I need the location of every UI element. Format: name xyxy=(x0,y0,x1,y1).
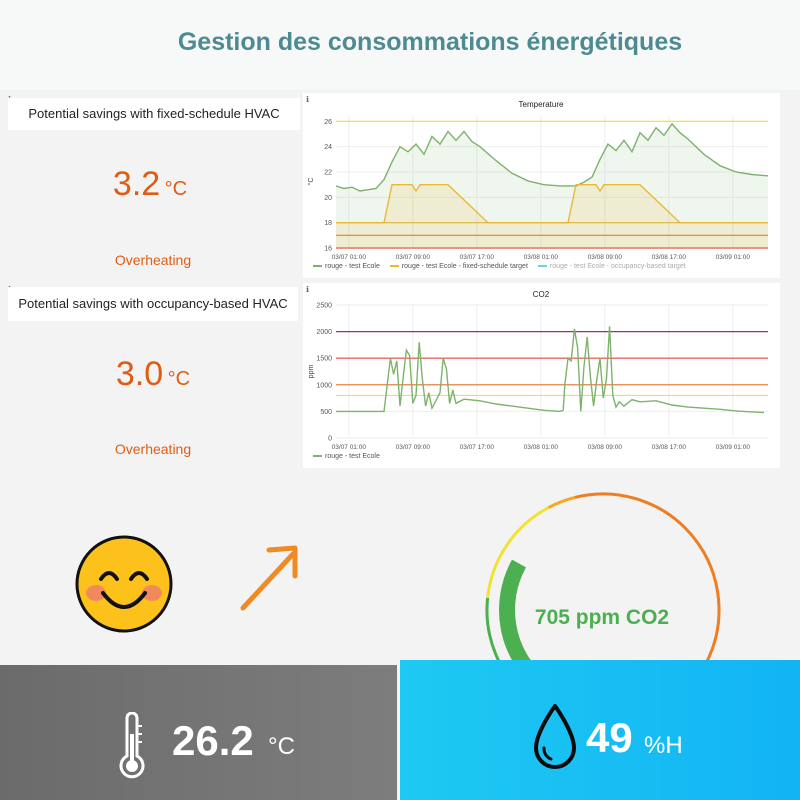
x-tick-label: 03/09 01:00 xyxy=(716,444,751,451)
arrow-up-right-icon xyxy=(240,545,298,611)
y-tick-label: 26 xyxy=(324,119,332,126)
co2-chart-panel: CO2 ppm 2500 2000 1500 1000 500 0 03/07 01:00 03/… xyxy=(303,283,780,468)
fixed-schedule-panel-title: Potential savings with fixed-schedule HV… xyxy=(8,98,300,130)
temperature-tile: 26.2 °C xyxy=(0,665,397,800)
chart-title: Temperature xyxy=(519,100,564,109)
x-tick-label: 03/09 01:00 xyxy=(716,254,751,261)
temperature-legend: rouge - test Ecole rouge - test Ecole - … xyxy=(313,263,694,270)
y-tick-label: 22 xyxy=(324,170,332,177)
x-tick-label: 03/08 17:00 xyxy=(652,254,687,261)
info-icon[interactable]: ℹ xyxy=(306,285,310,294)
gauge-scale-segment xyxy=(485,597,502,663)
legend-item[interactable]: rouge - test Ecole xyxy=(313,263,380,270)
humidity-tile: 49 %H xyxy=(400,660,800,800)
series-line xyxy=(336,326,765,414)
legend-swatch xyxy=(389,265,399,268)
smiling-face-icon xyxy=(75,535,173,633)
temperature-chart-panel: Temperature °C 26 24 22 20 18 16 03/07 01:00 03/0… xyxy=(303,93,780,278)
y-tick-label: 1000 xyxy=(316,382,332,389)
y-tick-label: 20 xyxy=(324,195,332,202)
co2-gauge xyxy=(485,492,721,663)
y-tick-label: 2500 xyxy=(316,303,332,310)
fixed-schedule-unit: °C xyxy=(164,178,188,200)
co2-chart: CO2 ppm 2500 2000 1500 1000 500 003/07 01:00 03/… xyxy=(308,290,768,451)
x-tick-label: 03/07 09:00 xyxy=(396,254,431,261)
chart-title: CO2 xyxy=(533,290,550,299)
series-line xyxy=(336,183,768,224)
x-tick-label: 03/07 01:00 xyxy=(332,254,367,261)
x-tick-label: 03/08 01:00 xyxy=(524,254,559,261)
header-bar xyxy=(0,0,800,90)
occupancy-value: 3.0 °C xyxy=(0,355,306,394)
x-tick-label: 03/08 09:00 xyxy=(588,254,623,261)
x-tick-label: 03/07 09:00 xyxy=(396,444,431,451)
fixed-schedule-status: Overheating xyxy=(114,252,192,268)
y-tick-label: 24 xyxy=(324,144,332,151)
thermometer-icon xyxy=(119,712,145,779)
occupancy-number: 3.0 xyxy=(115,355,164,393)
series-line xyxy=(335,122,769,192)
y-tick-label: 500 xyxy=(320,409,332,416)
water-drop-icon xyxy=(534,704,576,769)
legend-swatch xyxy=(537,265,547,268)
fixed-schedule-number: 3.2 xyxy=(112,165,161,203)
humidity-unit: %H xyxy=(644,732,683,759)
x-tick-label: 03/08 01:00 xyxy=(524,444,559,451)
occupancy-status: Overheating xyxy=(114,441,192,457)
occupancy-panel-title: Potential savings with occupancy-based H… xyxy=(8,287,298,321)
temperature-value: 26.2 xyxy=(172,717,254,764)
x-tick-label: 03/07 01:00 xyxy=(332,444,367,451)
gauge-value-arc xyxy=(499,559,533,663)
x-tick-label: 03/07 17:00 xyxy=(460,444,495,451)
x-tick-label: 03/08 17:00 xyxy=(652,444,687,451)
y-axis-label: °C xyxy=(307,178,315,186)
series-area xyxy=(336,184,768,248)
legend-swatch xyxy=(313,455,322,458)
legend-swatch xyxy=(313,265,322,268)
y-tick-label: 16 xyxy=(324,246,332,253)
gauge-scale-segment xyxy=(547,495,576,509)
humidity-value: 49 xyxy=(586,714,633,761)
fixed-schedule-value: 3.2 °C xyxy=(0,165,300,204)
x-tick-label: 03/08 09:00 xyxy=(588,444,623,451)
occupancy-unit: °C xyxy=(167,368,191,390)
temperature-unit: °C xyxy=(268,733,295,760)
x-tick-label: 03/07 17:00 xyxy=(460,254,495,261)
y-axis-label: ppm xyxy=(308,365,315,379)
y-tick-label: 0 xyxy=(328,436,332,443)
legend-item[interactable]: rouge - test Ecole - fixed-schedule targ… xyxy=(389,263,528,270)
legend-item[interactable]: rouge - test Ecole xyxy=(313,453,380,460)
gauge-scale-segment xyxy=(574,492,721,663)
y-tick-label: 2000 xyxy=(316,329,332,336)
co2-legend: rouge - test Ecole xyxy=(313,453,388,460)
legend-item[interactable]: rouge - test Ecole - occupancy-based tar… xyxy=(537,263,686,270)
page-title: Gestion des consommations énergétiques xyxy=(177,28,683,56)
y-tick-label: 1500 xyxy=(316,356,332,363)
info-icon[interactable]: ℹ xyxy=(306,95,310,104)
gauge-scale-segment xyxy=(486,506,550,599)
y-tick-label: 18 xyxy=(324,220,332,227)
co2-gauge-label: 705 ppm CO2 xyxy=(534,606,670,629)
